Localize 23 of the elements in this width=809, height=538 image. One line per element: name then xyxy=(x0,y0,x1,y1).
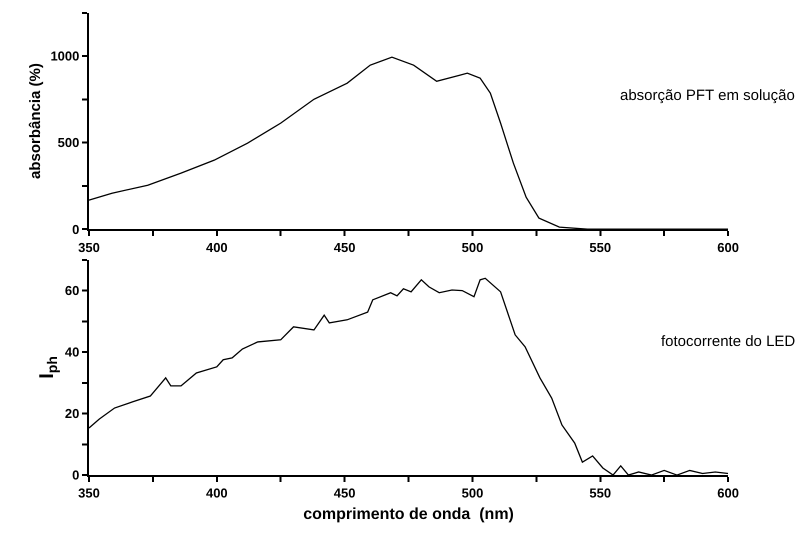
x-tick-label: 550 xyxy=(589,486,612,501)
y-tick-label: 0 xyxy=(72,468,80,483)
y-tick-label: 40 xyxy=(64,344,80,360)
x-tick-label: 550 xyxy=(589,240,612,255)
x-tick-label: 600 xyxy=(717,240,739,255)
x-tick-label: 400 xyxy=(206,486,228,501)
x-tick-label: 400 xyxy=(206,240,228,255)
x-tick-label: 450 xyxy=(334,486,356,501)
y-tick-label: 500 xyxy=(58,135,80,150)
x-tick-label: 500 xyxy=(462,240,484,255)
x-axis-title: comprimento de onda (nm) xyxy=(303,506,514,523)
y-tick-label: 60 xyxy=(64,283,80,298)
y-tick-label: 0 xyxy=(72,222,80,237)
y-tick-label: 20 xyxy=(64,406,80,422)
annotation: fotocorrente do LED xyxy=(661,333,796,350)
x-tick-label: 350 xyxy=(78,240,100,255)
x-tick-label: 350 xyxy=(78,486,100,501)
x-tick-label: 500 xyxy=(462,486,484,501)
y-tick-label: 1000 xyxy=(50,48,80,64)
y-axis-title: absorbância (%) xyxy=(27,63,44,179)
x-tick-label: 450 xyxy=(334,240,356,255)
annotation: absorção PFT em solução xyxy=(620,87,795,104)
x-tick-label: 600 xyxy=(717,486,739,501)
